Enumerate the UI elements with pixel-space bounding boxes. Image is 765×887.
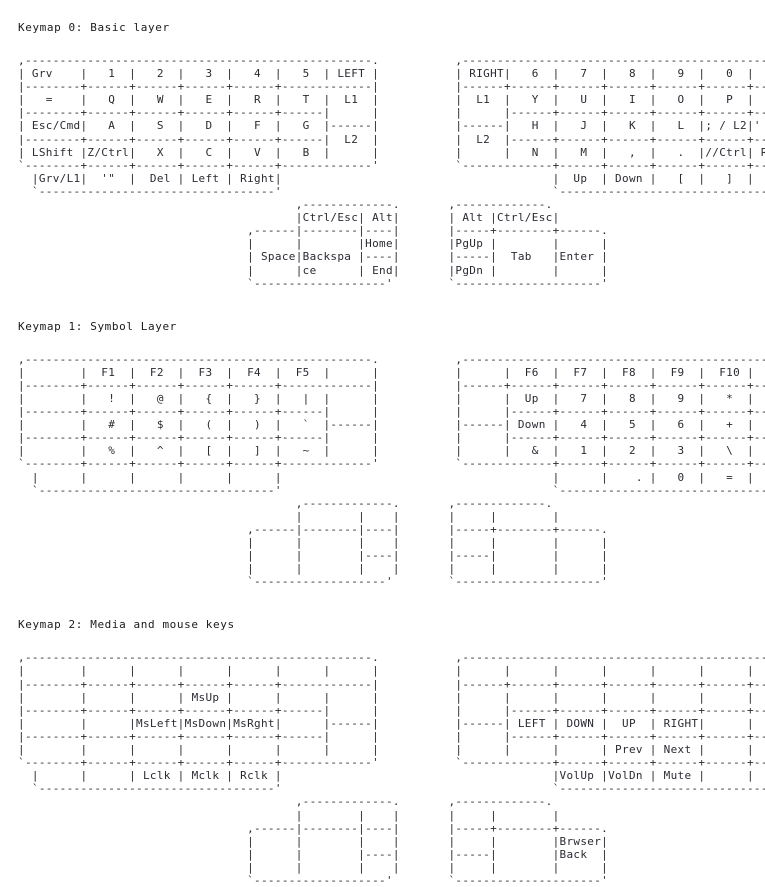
keymap-block-2: Keymap 2: Media and mouse keys ,--------… xyxy=(0,618,765,887)
gap-0-1 xyxy=(0,301,765,320)
keymap-block-1: Keymap 1: Symbol Layer ,----------------… xyxy=(0,320,765,589)
keymap-block-0: Keymap 0: Basic layer ,-----------------… xyxy=(0,21,765,290)
keymap-2-title: Keymap 2: Media and mouse keys xyxy=(18,618,235,632)
keymap-0-ascii-diagram: ,---------------------------------------… xyxy=(18,54,765,290)
keymap-1-title: Keymap 1: Symbol Layer xyxy=(18,319,177,333)
keymap-2-title-gap xyxy=(0,631,765,640)
keymap-0-title-gap xyxy=(0,34,765,43)
keymap-2-ascii-diagram: ,---------------------------------------… xyxy=(18,651,765,887)
keymap-0-title: Keymap 0: Basic layer xyxy=(18,21,170,34)
keymap-1-title-gap xyxy=(0,333,765,342)
keymap-1-ascii-diagram: ,---------------------------------------… xyxy=(18,352,765,589)
gap-1-2 xyxy=(0,599,765,618)
top-margin xyxy=(0,0,765,21)
